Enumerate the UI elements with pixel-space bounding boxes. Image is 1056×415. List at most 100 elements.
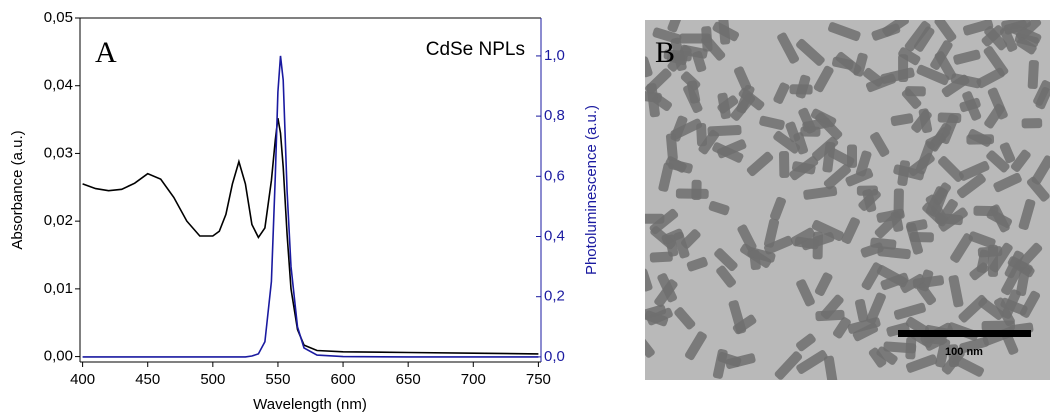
nanoplatelet: [712, 21, 740, 42]
nanoplatelet: [916, 282, 937, 306]
nanoplatelet: [918, 108, 933, 134]
series-line: [82, 55, 539, 358]
nanoplatelet: [870, 237, 897, 250]
nanoplatelet: [646, 83, 660, 118]
nanoplatelet: [668, 159, 693, 174]
nanoplatelet: [1019, 290, 1041, 318]
nanoplatelet: [717, 351, 742, 368]
nanoplatelet: [831, 56, 854, 70]
nanoplatelet: [925, 186, 946, 216]
nanoplatelet: [708, 200, 730, 216]
nanoplatelet: [746, 151, 774, 177]
nanoplatelet: [999, 27, 1018, 52]
nanoplatelet: [714, 248, 738, 272]
x-tick-label: 650: [396, 371, 421, 388]
nanoplatelet: [938, 207, 968, 232]
nanoplatelet: [646, 307, 673, 326]
y2-tick-label: 0,2: [544, 288, 565, 305]
nanoplatelet: [994, 297, 1015, 327]
nanoplatelet: [773, 82, 790, 104]
nanoplatelet: [905, 354, 938, 373]
nanoplatelet: [733, 66, 752, 91]
nanoplatelet: [796, 38, 825, 66]
nanoplatelet: [658, 162, 674, 192]
y2-tick-label: 0,6: [544, 167, 565, 184]
nanoplatelet: [900, 273, 925, 294]
nanoplatelet: [950, 233, 974, 263]
y2-tick-label: 1,0: [544, 47, 565, 64]
nanoplatelet: [814, 272, 833, 296]
nanoplatelet: [774, 351, 803, 380]
nanoplatelet: [737, 224, 757, 252]
nanoplatelet: [841, 217, 860, 244]
nanoplatelet: [870, 132, 890, 157]
nanoplatelet: [856, 185, 878, 196]
nanoplatelet: [773, 130, 801, 154]
nanoplatelet: [811, 220, 844, 241]
nanoplatelet: [978, 297, 1005, 320]
nanoplatelet: [897, 160, 911, 186]
scale-bar-label: 100 nm: [945, 346, 983, 358]
nanoplatelet: [1015, 242, 1043, 271]
nanoplatelet: [966, 134, 995, 145]
nanoplatelet: [796, 279, 815, 307]
nanoplatelet: [984, 26, 1008, 51]
x-tick-label: 750: [526, 371, 551, 388]
nanoplatelet: [683, 84, 703, 114]
annotation: CdSe NPLs: [426, 39, 525, 60]
y-tick-label: 0,01: [44, 280, 73, 297]
y2-tick-label: 0,4: [544, 227, 565, 244]
nanoplatelet: [823, 164, 851, 190]
nanoplatelet: [973, 205, 999, 217]
nanoplatelet: [649, 251, 673, 263]
scale-bar: [898, 330, 1031, 337]
x-tick-label: 550: [265, 371, 290, 388]
nanoplatelet: [958, 160, 990, 181]
nanoplatelet: [716, 265, 737, 288]
nanoplatelet: [686, 256, 708, 272]
nanoplatelet: [813, 65, 834, 93]
nanoplatelet: [905, 86, 926, 97]
nanoplatelet: [962, 19, 994, 36]
tem-image: [600, 0, 1056, 415]
nanoplatelet: [777, 32, 800, 64]
y-tick-label: 0,03: [44, 144, 73, 161]
nanoplatelet: [1021, 118, 1043, 129]
nanoplatelet: [883, 341, 917, 354]
nanoplatelet: [730, 93, 756, 121]
nanoplatelet: [674, 307, 696, 330]
nanoplatelet: [866, 292, 886, 324]
nanoplatelet: [790, 227, 816, 247]
nanoplatelet: [828, 147, 855, 168]
y-tick-label: 0,02: [44, 212, 73, 229]
y-tick-label: 0,05: [44, 9, 73, 26]
nanoplatelet: [993, 172, 1022, 193]
nanoplatelet: [728, 300, 747, 334]
nanoplatelet: [934, 16, 957, 43]
nanoplatelet: [876, 346, 898, 365]
nanoplatelet: [959, 97, 981, 113]
nanoplatelet: [898, 47, 921, 66]
nanoplatelet: [1018, 198, 1036, 231]
x-axis-title: Wavelength (nm): [253, 396, 367, 413]
nanoplatelet: [717, 92, 731, 120]
nanoplatelet: [845, 168, 874, 187]
nanoplatelet: [1031, 155, 1054, 185]
nanoplatelet: [855, 150, 872, 177]
nanoplatelet: [986, 150, 1010, 173]
nanoplatelet: [984, 103, 1005, 129]
nanoplatelet: [853, 52, 868, 77]
nanoplatelet: [1001, 264, 1023, 296]
nanoplatelet: [935, 338, 951, 368]
nanoplatelet: [1010, 149, 1031, 172]
y-tick-label: 0,04: [44, 77, 73, 94]
nanoplatelet: [764, 235, 793, 255]
nanoplatelet: [779, 151, 790, 178]
y2-tick-label: 0,8: [544, 107, 565, 124]
nanoplatelet: [968, 231, 996, 249]
y-tick-label: 0,00: [44, 348, 73, 365]
nanoplatelet: [661, 228, 684, 245]
nanoplatelet: [871, 23, 901, 41]
y2-tick-label: 0,0: [544, 348, 565, 365]
